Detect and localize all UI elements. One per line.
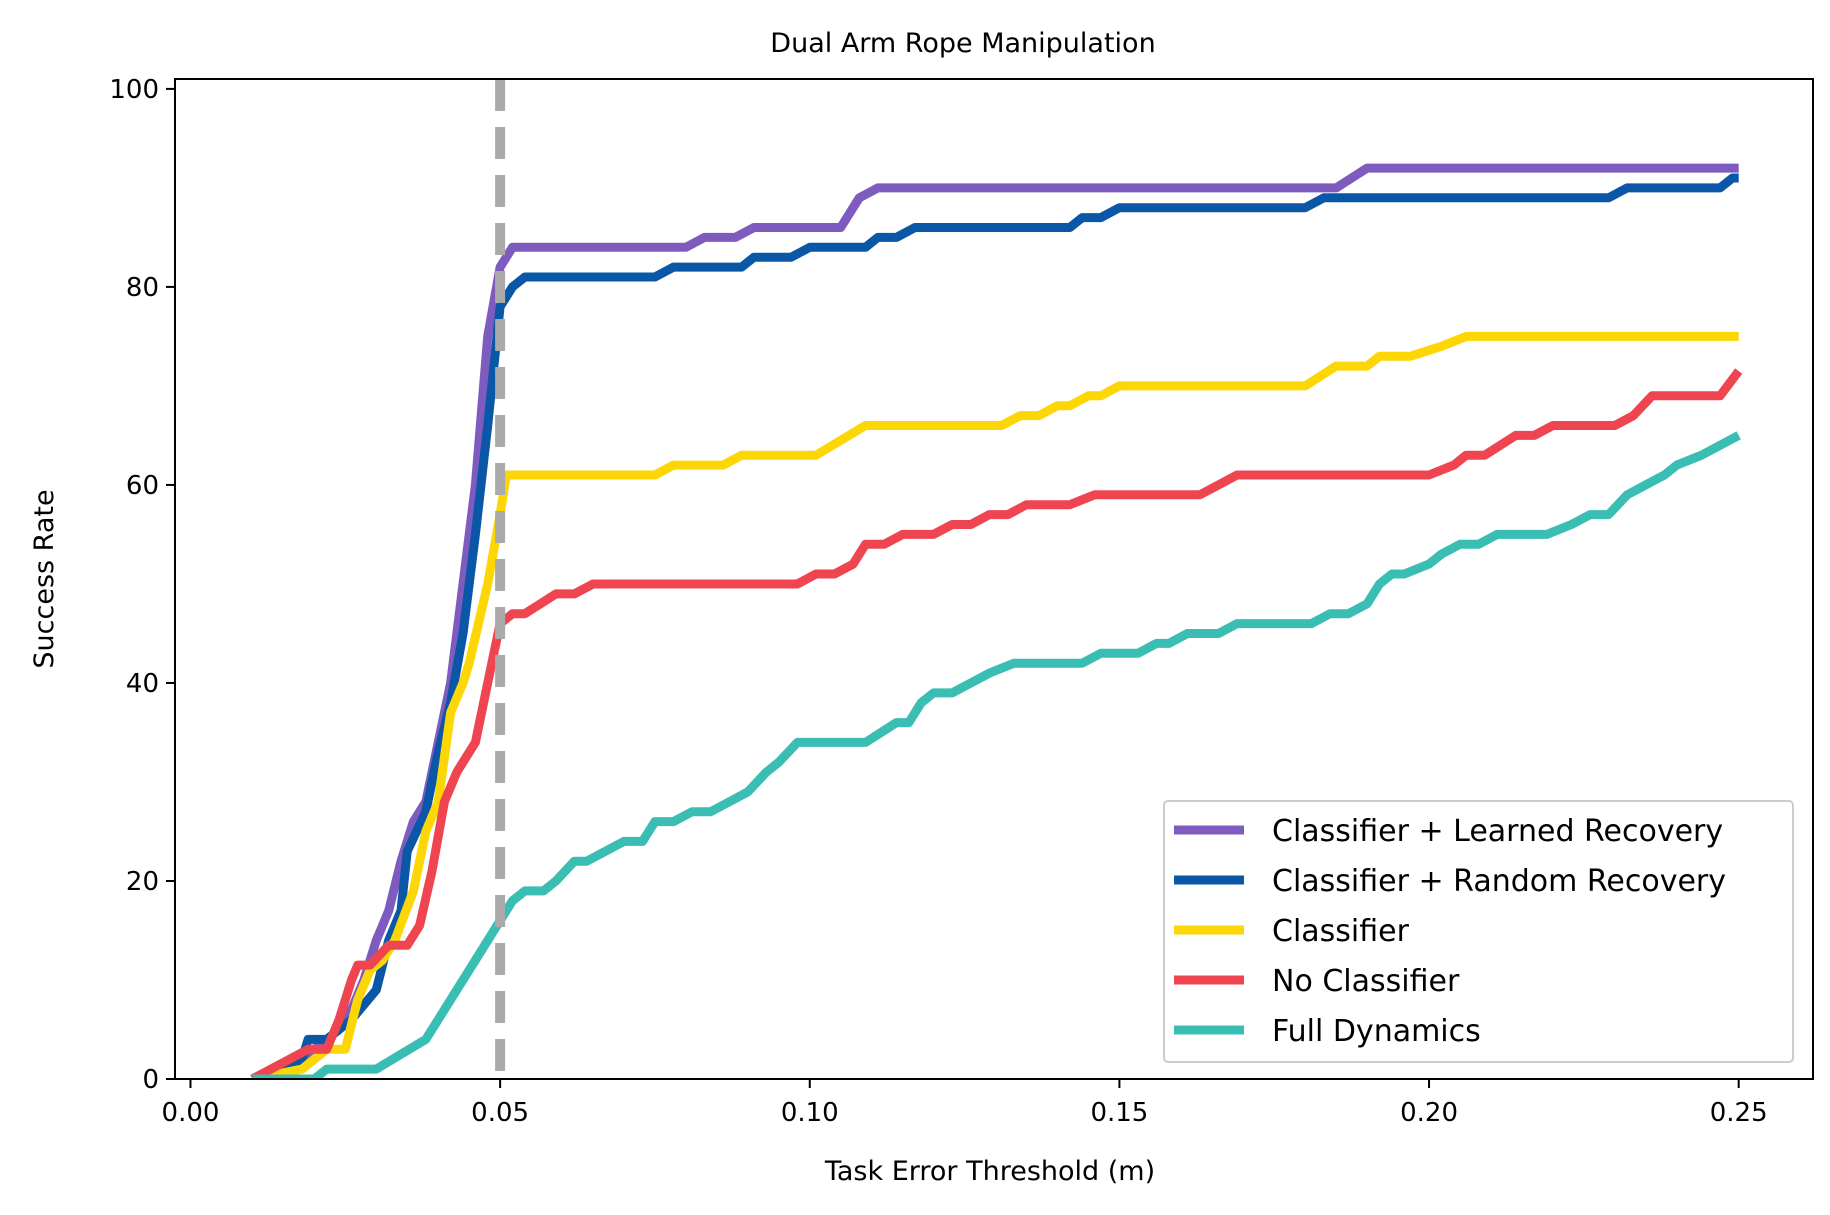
legend-label: Classifier <box>1272 914 1410 949</box>
x-axis: 0.00 0.05 0.10 0.15 0.20 0.25 <box>162 1079 1768 1128</box>
y-tick-label: 20 <box>126 867 159 897</box>
plot-area <box>174 78 1814 1080</box>
y-axis: 0 20 40 60 80 100 <box>109 75 175 1095</box>
x-tick-label: 0.00 <box>162 1098 220 1128</box>
y-tick-label: 100 <box>109 75 159 105</box>
legend-box <box>1163 800 1794 1063</box>
legend-label: Full Dynamics <box>1272 1014 1481 1049</box>
x-axis-title: Task Error Threshold (m) <box>824 1156 1155 1187</box>
x-tick-label: 0.15 <box>1090 1098 1148 1128</box>
x-tick-label: 0.10 <box>781 1098 839 1128</box>
legend-label: Classifier + Learned Recovery <box>1272 814 1723 849</box>
series-line-4 <box>250 368 1743 1079</box>
x-tick-label: 0.20 <box>1400 1098 1458 1128</box>
legend-label: No Classifier <box>1272 964 1460 999</box>
y-tick-label: 0 <box>142 1065 159 1095</box>
series-line-5 <box>252 431 1741 1079</box>
y-tick-label: 40 <box>126 669 159 699</box>
y-axis-title: Success Rate <box>29 489 60 668</box>
series-line-3 <box>251 331 1739 1079</box>
legend-label: Classifier + Random Recovery <box>1272 864 1726 899</box>
x-tick-label: 0.25 <box>1710 1098 1768 1128</box>
y-tick-label: 80 <box>126 273 159 303</box>
chart-title: Dual Arm Rope Manipulation <box>770 28 1155 59</box>
x-tick-label: 0.05 <box>471 1098 529 1128</box>
y-tick-label: 60 <box>126 471 159 501</box>
plot-frame <box>174 78 1814 1080</box>
legend: Classifier + Learned Recovery Classifier … <box>1163 800 1794 1063</box>
